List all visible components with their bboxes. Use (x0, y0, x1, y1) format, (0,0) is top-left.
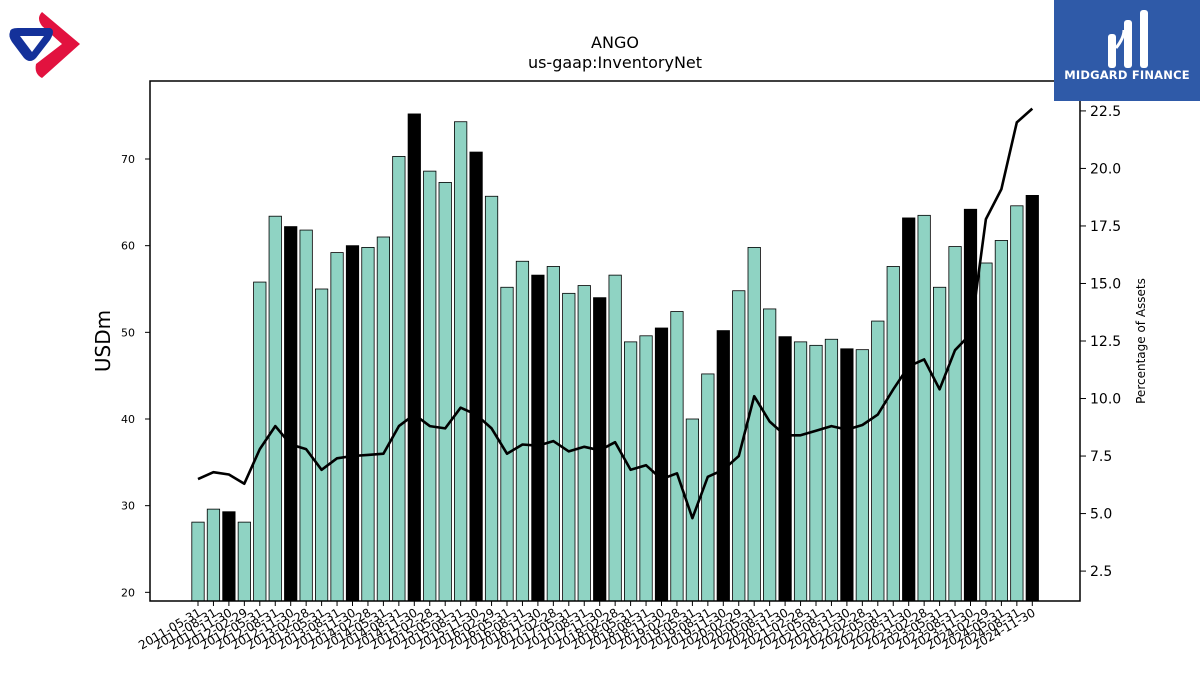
bar-2012-11-30 (284, 226, 298, 602)
bar-2021-11-30 (840, 348, 854, 602)
bar-2024-08-31 (1010, 205, 1024, 602)
y2-tick-label: 20.0 (1090, 161, 1121, 177)
y2-axis-label: Percentage of Assets (1134, 278, 1148, 404)
chart-title: ANGO (591, 33, 639, 52)
bar-2011-08-31 (206, 508, 221, 602)
midgard-bars-logo-icon (1108, 10, 1148, 68)
bar-2014-05-31 (376, 236, 391, 602)
bar-2024-11-30 (1025, 194, 1039, 602)
line-group (197, 107, 1034, 520)
y-tick-label: 30 (121, 500, 135, 513)
y-tick-label: 20 (121, 586, 135, 599)
bar-2016-02-29 (484, 195, 499, 602)
brand-name: MIDGARD FINANCE (1064, 68, 1190, 82)
bar-2022-02-28 (855, 349, 869, 602)
bar-2017-08-31 (577, 285, 591, 602)
y2-tick-label: 17.5 (1090, 219, 1121, 235)
bar-2015-05-31 (438, 181, 452, 602)
bar-2023-11-30 (963, 208, 978, 602)
bar-2013-02-28 (299, 229, 313, 602)
bar-2018-02-28 (608, 274, 622, 602)
y2-tick-label: 12.5 (1090, 334, 1121, 350)
bar-2011-11-30 (222, 511, 236, 602)
bar-2011-05-31 (191, 521, 205, 602)
y2-tick-label: 7.5 (1090, 449, 1112, 465)
bar-2021-02-28 (793, 341, 808, 602)
bar-2013-08-31 (330, 252, 344, 602)
bar-2022-08-31 (886, 266, 900, 602)
bar-2020-05-31 (747, 246, 761, 602)
bar-2013-11-30 (345, 245, 360, 602)
bar-2018-05-31 (624, 341, 638, 602)
bar-2017-02-28 (546, 266, 560, 602)
bar-2023-02-28 (917, 214, 931, 602)
bar-2023-05-31 (933, 286, 947, 602)
percentage-line (197, 107, 1034, 520)
midgard-finance-logo: MIDGARD FINANCE (1054, 0, 1200, 101)
bar-2014-02-28 (361, 246, 375, 602)
bar-2013-05-31 (314, 288, 329, 602)
left-axis: 20 30 40 50 60 70 (121, 153, 150, 599)
chart-subtitle: us-gaap:InventoryNet (528, 53, 702, 72)
bar-2021-08-31 (824, 338, 839, 602)
bar-2022-11-30 (902, 217, 916, 602)
bar-2024-05-31 (994, 240, 1009, 602)
bar-2015-11-30 (469, 151, 483, 602)
y-tick-label: 50 (121, 326, 135, 339)
bar-2015-08-31 (454, 121, 468, 602)
bar-2012-08-31 (268, 215, 282, 602)
bar-2014-11-30 (407, 113, 421, 602)
y2-tick-label: 15.0 (1090, 276, 1121, 292)
y-tick-label: 60 (121, 240, 135, 253)
bar-2020-02-29 (732, 290, 746, 602)
bar-2024-02-29 (979, 262, 993, 602)
y2-tick-label: 5.0 (1090, 507, 1112, 523)
bar-2012-02-29 (237, 521, 251, 602)
bar-2023-08-31 (948, 246, 962, 602)
bars-group (191, 113, 1039, 602)
bar-2020-11-30 (778, 336, 792, 602)
bar-2015-02-28 (423, 170, 437, 602)
y-axis-label: USDm (91, 310, 115, 372)
y-tick-label: 70 (121, 153, 135, 166)
y2-tick-label: 22.5 (1090, 104, 1121, 120)
y2-tick-label: 2.5 (1090, 564, 1112, 580)
bar-2019-02-28 (670, 311, 684, 602)
bar-2021-05-31 (809, 344, 823, 602)
y-tick-label: 40 (121, 413, 135, 426)
y2-tick-label: 10.0 (1090, 392, 1121, 408)
x-axis: 2011-05-312011-08-312011-11-302012-02-29… (136, 601, 1038, 652)
bar-2022-05-31 (871, 320, 885, 602)
bar-2016-11-30 (531, 274, 545, 602)
right-axis: 2.5 5.0 7.5 10.0 12.5 15.0 17.5 20.0 22.5 (1080, 104, 1121, 580)
bar-2014-08-31 (392, 155, 406, 602)
bar-2018-11-30 (654, 327, 669, 602)
company-logo-icon (6, 8, 86, 82)
bar-2016-08-31 (515, 260, 530, 602)
bar-2020-08-31 (763, 308, 777, 602)
